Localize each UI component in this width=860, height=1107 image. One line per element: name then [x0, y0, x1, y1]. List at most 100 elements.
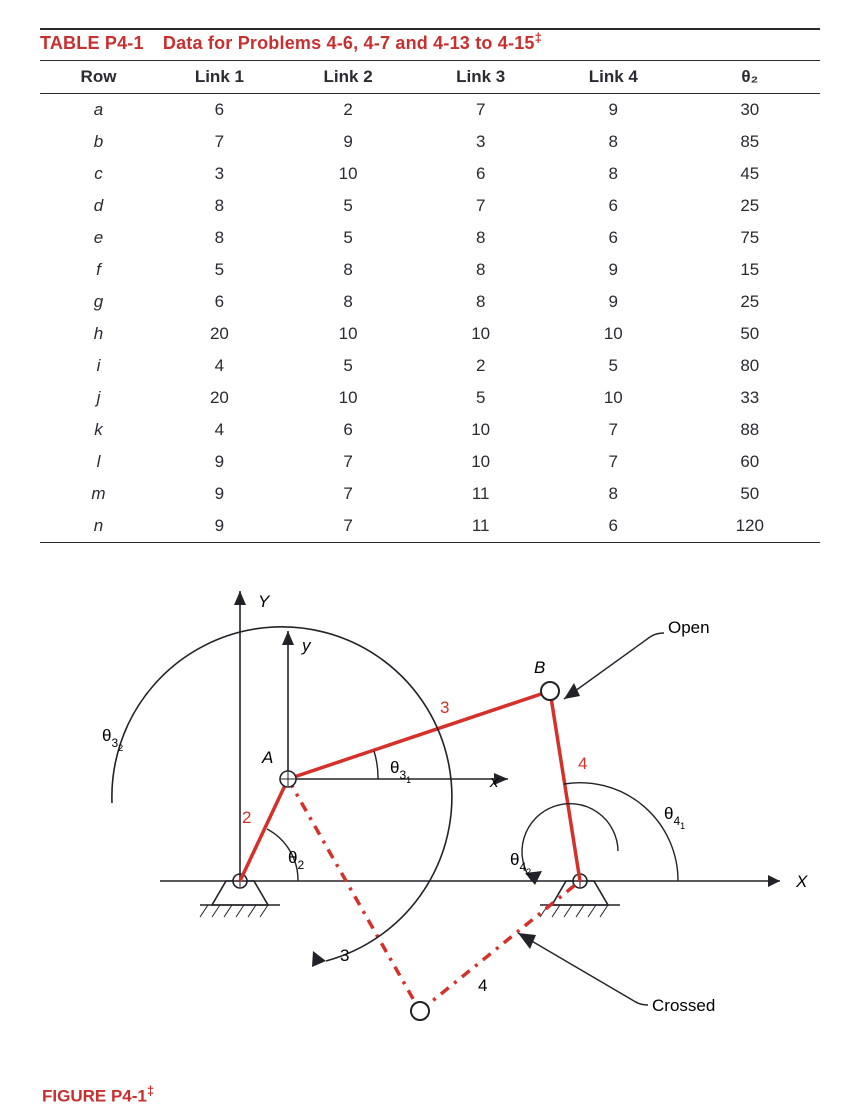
col-header: Link 2 [282, 61, 415, 94]
cell: 7 [414, 190, 547, 222]
x-arrow [768, 875, 780, 887]
label-B: B [534, 658, 545, 677]
table-row: j201051033 [40, 382, 820, 414]
figure-caption: FIGURE P4-1‡ [40, 1083, 820, 1107]
cell: 8 [547, 158, 680, 190]
cell: 8 [282, 286, 415, 318]
table-row: f588915 [40, 254, 820, 286]
cell: 5 [282, 190, 415, 222]
label-Y: Y [258, 592, 271, 611]
cell: 120 [680, 510, 820, 543]
col-header: Row [40, 61, 157, 94]
label-x: x [489, 772, 499, 791]
cell: 60 [680, 446, 820, 478]
cell: 8 [414, 254, 547, 286]
cell: 25 [680, 286, 820, 318]
cell: 11 [414, 478, 547, 510]
cell: 8 [157, 222, 282, 254]
cell: 15 [680, 254, 820, 286]
point-B-crossed [411, 1002, 429, 1020]
col-header: θ₂ [680, 61, 820, 94]
label-link3b: 3 [340, 946, 349, 965]
col-header: Link 4 [547, 61, 680, 94]
table-row: d857625 [40, 190, 820, 222]
cell: 3 [414, 126, 547, 158]
cell: 9 [547, 254, 680, 286]
row-label: n [40, 510, 157, 543]
cell: 8 [282, 254, 415, 286]
cell: 8 [414, 286, 547, 318]
cell: 75 [680, 222, 820, 254]
cell: 9 [547, 94, 680, 127]
col-header: Link 3 [414, 61, 547, 94]
row-label: l [40, 446, 157, 478]
row-label: d [40, 190, 157, 222]
label-link2: 2 [242, 808, 251, 827]
row-label: g [40, 286, 157, 318]
row-label: k [40, 414, 157, 446]
cell: 7 [547, 446, 680, 478]
label-A: A [261, 748, 273, 767]
cell: 85 [680, 126, 820, 158]
cell: 5 [414, 382, 547, 414]
figure-p4-1: Y y X x A B Open Crossed 2 3 3 4 4 θ2 θ3… [40, 561, 820, 1081]
cell: 20 [157, 382, 282, 414]
cell: 6 [547, 222, 680, 254]
cell: 25 [680, 190, 820, 222]
cell: 10 [282, 318, 415, 350]
cell: 7 [414, 94, 547, 127]
table-row: l9710760 [40, 446, 820, 478]
cell: 9 [157, 510, 282, 543]
cell: 5 [282, 222, 415, 254]
cell: 30 [680, 94, 820, 127]
theta41-arc [564, 783, 678, 881]
table-title-dagger: ‡ [535, 30, 542, 45]
table-row: n97116120 [40, 510, 820, 543]
linkage-diagram: Y y X x A B Open Crossed 2 3 3 4 4 θ2 θ3… [40, 561, 820, 1061]
table-title-text: Data for Problems 4-6, 4-7 and 4-13 to 4… [163, 33, 535, 53]
cell: 5 [157, 254, 282, 286]
crossed-leader [518, 933, 634, 1001]
cell: 4 [157, 414, 282, 446]
table-row: g688925 [40, 286, 820, 318]
table-row: i452580 [40, 350, 820, 382]
table-row: e858675 [40, 222, 820, 254]
theta31-arc [374, 751, 378, 779]
cell: 2 [414, 350, 547, 382]
cell: 80 [680, 350, 820, 382]
cell: 7 [547, 414, 680, 446]
cell: 10 [282, 158, 415, 190]
cell: 6 [157, 286, 282, 318]
cell: 9 [157, 446, 282, 478]
row-label: j [40, 382, 157, 414]
cell: 8 [157, 190, 282, 222]
cell: 7 [282, 446, 415, 478]
cell: 6 [547, 510, 680, 543]
cell: 2 [282, 94, 415, 127]
cell: 5 [282, 350, 415, 382]
cell: 7 [282, 478, 415, 510]
cell: 6 [547, 190, 680, 222]
cell: 33 [680, 382, 820, 414]
table-row: a627930 [40, 94, 820, 127]
table-title-prefix: TABLE P4-1 [40, 33, 144, 53]
label-theta31: θ31 [390, 758, 411, 785]
label-y: y [301, 636, 312, 655]
label-link3a: 3 [440, 698, 449, 717]
cell: 45 [680, 158, 820, 190]
cell: 10 [414, 414, 547, 446]
cell: 20 [157, 318, 282, 350]
cell: 50 [680, 478, 820, 510]
point-B [541, 682, 559, 700]
label-open: Open [668, 618, 710, 637]
table-row: h2010101050 [40, 318, 820, 350]
table-row: m9711850 [40, 478, 820, 510]
cell: 10 [414, 446, 547, 478]
row-label: i [40, 350, 157, 382]
cell: 4 [157, 350, 282, 382]
cell: 7 [157, 126, 282, 158]
cell: 10 [414, 318, 547, 350]
label-theta42: θ42 [510, 850, 531, 877]
cell: 3 [157, 158, 282, 190]
cell: 7 [282, 510, 415, 543]
